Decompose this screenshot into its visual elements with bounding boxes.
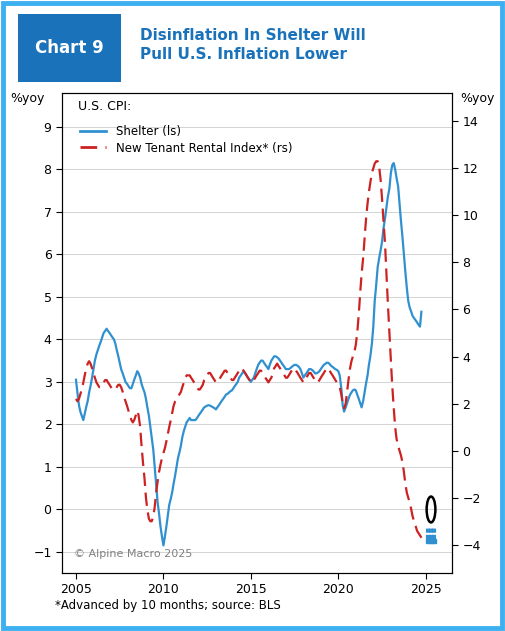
Text: Disinflation In Shelter Will
Pull U.S. Inflation Lower: Disinflation In Shelter Will Pull U.S. I… — [140, 28, 366, 62]
Text: *Advanced by 10 months; source: BLS: *Advanced by 10 months; source: BLS — [55, 599, 281, 613]
Legend: Shelter (ls), New Tenant Rental Index* (rs): Shelter (ls), New Tenant Rental Index* (… — [76, 121, 297, 160]
Text: %yoy: %yoy — [461, 92, 495, 105]
Text: U.S. CPI:: U.S. CPI: — [78, 100, 131, 113]
Text: Chart 9: Chart 9 — [35, 39, 104, 57]
Text: %yoy: %yoy — [10, 92, 44, 105]
Text: © Alpine Macro 2025: © Alpine Macro 2025 — [74, 548, 192, 558]
